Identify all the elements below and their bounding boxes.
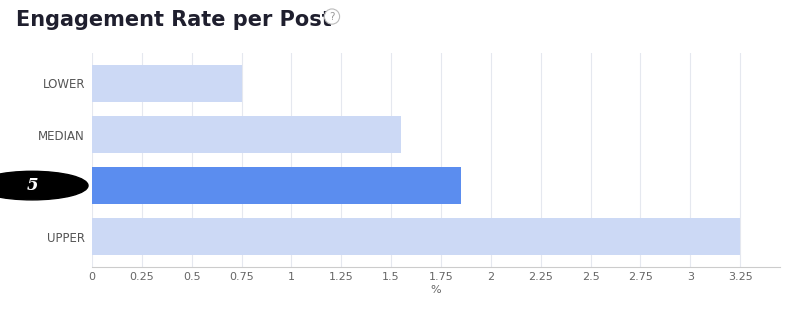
Text: ?: ?: [330, 12, 334, 21]
Circle shape: [0, 171, 88, 200]
Bar: [92, 65, 242, 102]
Bar: [92, 218, 740, 255]
Text: 5: 5: [26, 177, 38, 194]
Bar: [92, 167, 461, 204]
Bar: [92, 116, 401, 153]
Text: Engagement Rate per Post: Engagement Rate per Post: [16, 10, 332, 30]
X-axis label: %: %: [430, 285, 442, 295]
